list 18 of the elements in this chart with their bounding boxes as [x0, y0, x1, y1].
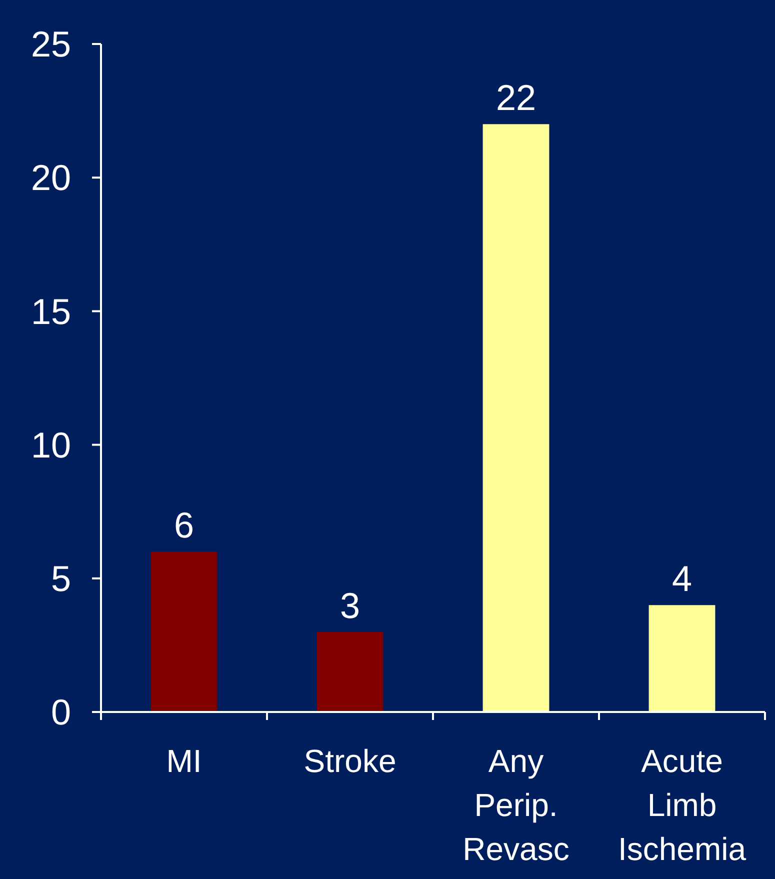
bar — [648, 605, 716, 712]
y-tick-label: 20 — [30, 157, 71, 198]
bar — [482, 124, 550, 712]
bar — [316, 632, 384, 712]
y-tick-label: 5 — [50, 558, 71, 599]
y-tick-label: 10 — [30, 424, 71, 466]
data-label: 22 — [496, 77, 536, 118]
data-label: 4 — [672, 558, 692, 600]
y-tick-label: 25 — [30, 24, 71, 65]
bar — [150, 552, 218, 712]
x-tick-label: Acute Limb Ischemia — [618, 743, 746, 867]
x-tick-label: Stroke — [304, 743, 396, 779]
y-tick-label: 0 — [50, 692, 71, 733]
x-tick-label: Any Perip. Revasc — [462, 743, 570, 867]
data-label: 6 — [174, 504, 194, 546]
data-label: 3 — [340, 584, 360, 626]
y-tick-label: 15 — [30, 290, 71, 332]
x-tick-label: MI — [166, 743, 202, 779]
